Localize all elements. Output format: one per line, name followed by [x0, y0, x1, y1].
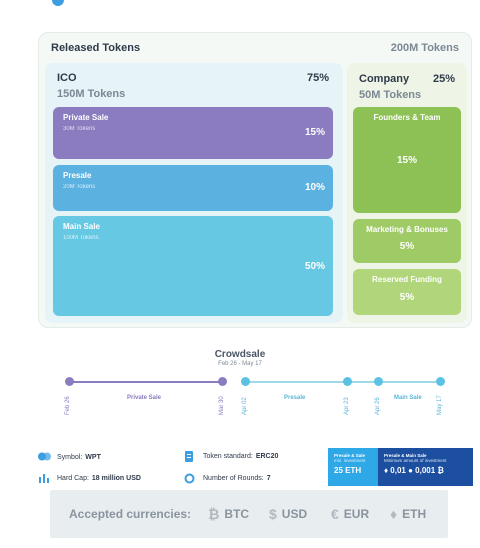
- presale-percent: 10%: [304, 182, 325, 193]
- currency-eur: € EUR: [331, 506, 369, 522]
- currency-eth: ♦ ETH: [390, 506, 426, 522]
- currency-usd-label: USD: [281, 507, 308, 521]
- hard-cap-info: Hard Cap: 18 million USD: [38, 473, 141, 483]
- marketing-bonuses-block: Marketing & Bonuses 5%: [353, 219, 461, 263]
- released-tokens-total: 200M Tokens: [390, 42, 459, 54]
- reserved-funding-block: Reserved Funding 5%: [353, 269, 461, 315]
- currency-usd: $ USD: [269, 506, 307, 522]
- reserved-funding-percent: 5%: [399, 292, 415, 303]
- bar-chart-icon: [38, 473, 50, 483]
- company-percent: 25%: [432, 73, 455, 85]
- marketing-bonuses-percent: 5%: [399, 241, 415, 252]
- timeline-dot-apr26: [374, 377, 383, 386]
- currency-eth-label: ETH: [402, 507, 427, 521]
- hard-cap-value: 18 million USD: [91, 474, 141, 482]
- phase-label-main-sale: Main Sale: [394, 395, 422, 401]
- promo-a-value: 25 ETH: [334, 466, 362, 475]
- ico-percent: 75%: [306, 72, 329, 84]
- dollar-icon: $: [269, 506, 277, 522]
- promo-a-sub: min. investment: [334, 458, 366, 463]
- private-sale-name: Private Sale: [63, 113, 109, 122]
- timeline-date-apr02: Apr 02: [242, 397, 248, 415]
- timeline-date-mar30: Mar 30: [219, 396, 225, 415]
- rounds-info: Number of Rounds: 7: [184, 473, 271, 484]
- promo-min-investment: Presale & Sale min. investment 25 ETH: [328, 448, 378, 486]
- private-sale-percent: 15%: [304, 127, 325, 138]
- ico-tokens: 150M Tokens: [57, 88, 126, 100]
- token-standard-value: ERC20: [255, 452, 279, 460]
- accepted-currencies-label: Accepted currencies:: [69, 507, 192, 521]
- phase-label-private-sale: Private Sale: [127, 395, 162, 401]
- crowdsale-range: Feb 26 - May 17: [218, 361, 262, 367]
- rounds-label: Number of Rounds:: [203, 474, 264, 482]
- timeline-date-apr23: Apr 23: [344, 397, 350, 415]
- company-name: Company: [359, 73, 410, 85]
- phase-label-presale: Presale: [284, 395, 306, 401]
- marketing-bonuses-name: Marketing & Bonuses: [366, 225, 448, 234]
- promo-b-head: Presale & Main Sale: [384, 453, 427, 458]
- timeline-dot-apr23: [343, 377, 352, 386]
- section-marker-icon: [52, 0, 64, 6]
- symbol-label: Symbol:: [57, 453, 83, 461]
- timeline-dot-mar30: [218, 377, 227, 386]
- ico-name: ICO: [57, 72, 77, 84]
- presale-name: Presale: [63, 171, 92, 180]
- token-standard-label: Token standard:: [203, 452, 253, 460]
- timeline-dot-apr02: [241, 377, 250, 386]
- bitcoin-icon: ₿: [208, 506, 220, 522]
- main-sale-block: Main Sale 100M Tokens 50%: [53, 216, 333, 316]
- ring-icon: [184, 473, 196, 484]
- founders-team-block: Founders & Team 15%: [353, 107, 461, 213]
- founders-team-percent: 15%: [396, 155, 417, 166]
- crowdsale-title: Crowdsale: [214, 349, 266, 360]
- private-sale-timeline-line: [69, 381, 223, 383]
- timeline-date-apr26: Apr 26: [375, 397, 381, 415]
- token-standard-info: Token standard: ERC20: [184, 451, 279, 462]
- private-sale-block: Private Sale 30M Tokens 15%: [53, 107, 333, 159]
- released-tokens-panel: Released Tokens 200M Tokens ICO 75% 150M…: [38, 32, 472, 328]
- timeline-date-feb26: Feb 26: [65, 396, 71, 415]
- currency-btc: ₿ BTC: [208, 506, 249, 522]
- timeline-date-may17: May 17: [437, 395, 443, 415]
- symbol-value: WPT: [85, 453, 101, 461]
- presale-block: Presale 20M Tokens 10%: [53, 165, 333, 211]
- ethereum-icon: ♦: [390, 506, 398, 522]
- released-tokens-title: Released Tokens: [51, 42, 141, 54]
- company-group: Company 25% 50M Tokens Founders & Team 1…: [347, 63, 467, 323]
- timeline-dot-may17: [436, 377, 445, 386]
- symbol-info: Symbol: WPT: [38, 452, 101, 462]
- rounds-value: 7: [266, 474, 271, 482]
- presale-tokens: 20M Tokens: [63, 184, 96, 190]
- promo-min-amount: Presale & Main Sale Minimum amount of in…: [378, 448, 473, 486]
- main-sale-name: Main Sale: [63, 222, 100, 231]
- company-tokens: 50M Tokens: [359, 89, 422, 101]
- toggle-icon: [38, 452, 51, 462]
- ico-group: ICO 75% 150M Tokens Private Sale 30M Tok…: [45, 63, 343, 323]
- reserved-funding-name: Reserved Funding: [372, 275, 442, 284]
- document-icon: [184, 451, 196, 462]
- private-sale-tokens: 30M Tokens: [63, 126, 96, 132]
- hard-cap-label: Hard Cap:: [57, 474, 89, 482]
- euro-icon: €: [331, 506, 339, 522]
- currency-eur-label: EUR: [343, 507, 370, 521]
- currency-btc-label: BTC: [224, 507, 250, 521]
- accepted-currencies-bar: Accepted currencies: ₿ BTC $ USD € EUR ♦…: [50, 490, 448, 538]
- promo-a-head: Presale & Sale: [334, 453, 366, 458]
- timeline-dot-feb26: [65, 377, 74, 386]
- main-sale-tokens: 100M Tokens: [63, 235, 99, 241]
- promo-b-value: ♦ 0,01 ● 0,001 ₿: [384, 466, 444, 475]
- promo-b-sub: Minimum amount of investment: [384, 458, 447, 463]
- main-sale-percent: 50%: [304, 261, 325, 272]
- founders-team-name: Founders & Team: [373, 113, 441, 122]
- investment-promo: Presale & Sale min. investment 25 ETH Pr…: [328, 448, 473, 486]
